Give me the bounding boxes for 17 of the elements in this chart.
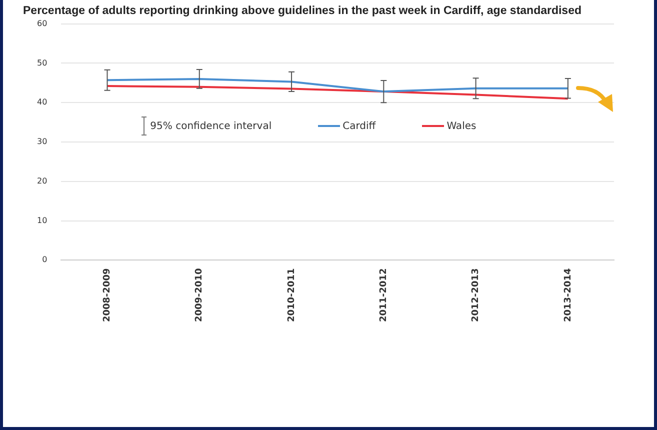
- y-tick-label: 10: [36, 216, 48, 225]
- y-tick-label: 50: [36, 58, 48, 68]
- y-tick-label: 20: [36, 176, 48, 186]
- x-tick-label: 2012-2013: [471, 268, 482, 322]
- x-tick-label: 2008-2009: [102, 268, 113, 322]
- y-tick-label: 60: [36, 18, 48, 28]
- legend-label: Cardiff: [342, 120, 376, 132]
- annotation: 95% confidence interval: [150, 120, 272, 132]
- x-tick-label: 2011-2012: [379, 268, 389, 322]
- x-tick-label: 2013-2014: [563, 268, 574, 322]
- x-tick-label: 2010-2011: [286, 268, 297, 322]
- legend-label: Wales: [446, 120, 476, 132]
- x-tick-label: 2009-2010: [194, 268, 205, 322]
- y-tick-label: 30: [36, 137, 48, 146]
- chart-title: Percentage of adults reporting drinking above guidelines in the past week in Cardiff, age standardised: [23, 5, 582, 18]
- y-tick-label: 0: [42, 255, 48, 264]
- y-tick-label: 40: [36, 98, 48, 107]
